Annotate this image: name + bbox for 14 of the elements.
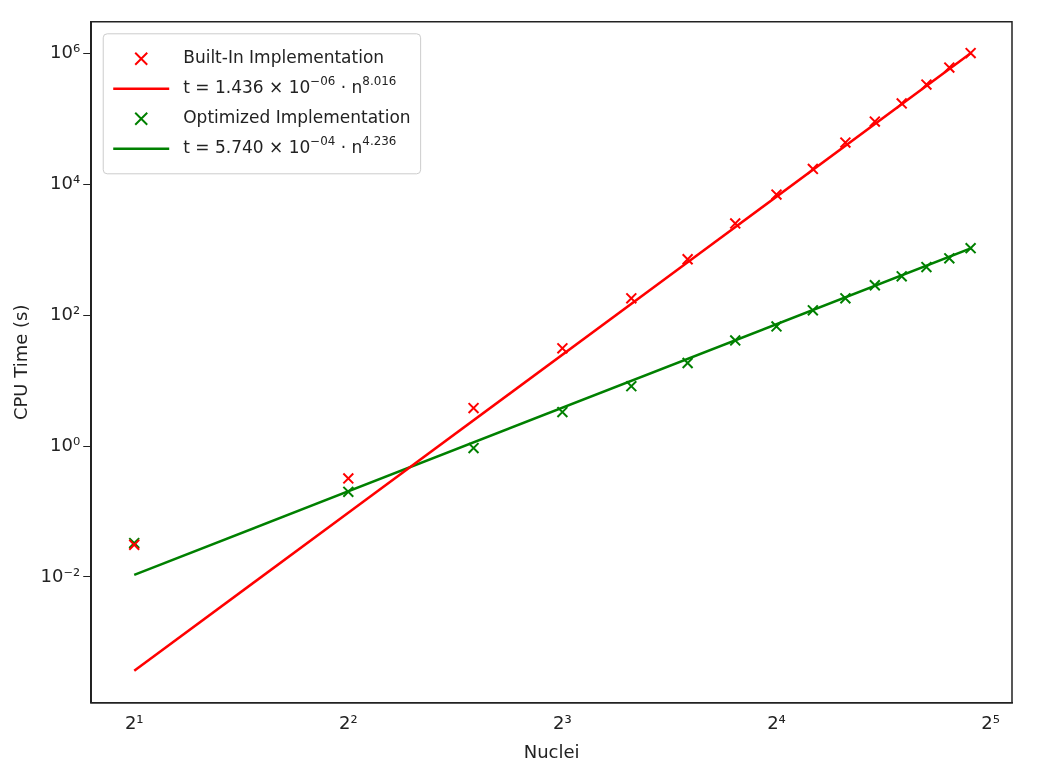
x-tick-label: 2⁵ (981, 712, 1000, 734)
legend-label: Optimized Implementation (183, 107, 411, 128)
y-axis-title: CPU Time (s) (10, 304, 32, 421)
x-tick-label: 2¹ (124, 712, 144, 734)
x-tick-label: 2⁴ (767, 712, 786, 734)
y-tick-label: 10² (50, 302, 81, 324)
legend-label: Built-In Implementation (183, 47, 385, 68)
y-tick-label: 10⁻² (40, 564, 81, 586)
x-tick-label: 2² (338, 712, 358, 734)
x-tick-label: 2³ (553, 712, 572, 734)
y-tick-label: 10⁴ (50, 171, 81, 193)
y-tick-label: 10⁶ (50, 40, 81, 62)
y-tick-label: 10⁰ (50, 433, 81, 455)
x-axis-title: Nuclei (523, 740, 580, 762)
